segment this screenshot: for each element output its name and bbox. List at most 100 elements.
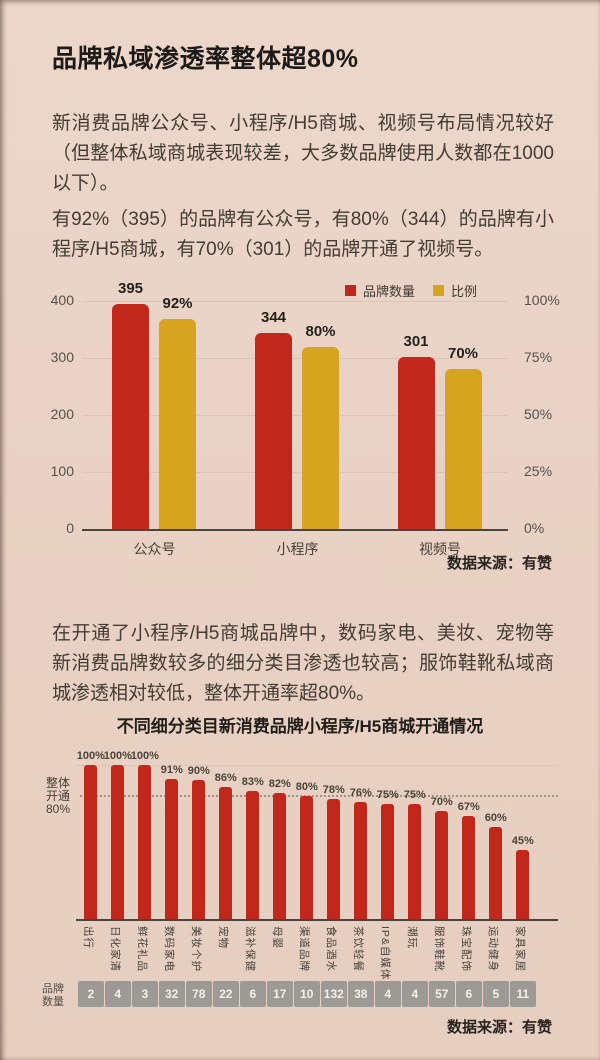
- chart2-value-label: 60%: [484, 811, 507, 824]
- chart2-bar: [165, 778, 179, 919]
- chart1-gridline: [82, 472, 508, 473]
- chart1-pct-label: 70%: [447, 345, 479, 363]
- chart1-value-label: 395: [117, 279, 144, 297]
- paragraph-category-analysis: 在开通了小程序/H5商城品牌中，数码家电、美妆、宠物等新消费品牌数较多的细分类目…: [52, 623, 554, 704]
- chart1-right-axis-tick: 25%: [524, 463, 553, 479]
- chart2-bar: [381, 803, 395, 919]
- legend-item-brand-count: 品牌数量: [345, 281, 415, 300]
- chart1-bar-brand-count: [397, 357, 435, 529]
- chart1-legend: 品牌数量 比例: [345, 281, 477, 300]
- chart2-value-label: 78%: [322, 783, 345, 796]
- chart2-value-label: 100%: [103, 750, 132, 762]
- chart2-category-label: 美妆个护: [190, 926, 203, 972]
- chart1-right-axis-tick: 0%: [524, 520, 545, 536]
- chart2-bar: [246, 791, 260, 919]
- chart2-brand-count-box: 2: [77, 981, 104, 1007]
- chart1-bar-ratio: [302, 346, 339, 529]
- chart2-80pct-reference-line: [80, 794, 558, 797]
- chart1-right-axis-tick: 50%: [524, 406, 553, 422]
- chart-platform-penetration: 品牌数量 比例 数据来源：有赞 0 0% 100 25% 200 50% 300 75% 400…: [0, 278, 600, 580]
- chart1-bar-brand-count: [112, 303, 149, 529]
- chart1-left-axis-tick: 300: [50, 349, 74, 365]
- chart2-value-label: 45%: [511, 834, 534, 847]
- chart2-bar: [192, 780, 206, 919]
- chart1-bar-ratio: [444, 369, 482, 529]
- chart-category-mall-adoption: 不同细分类目新消费品牌小程序/H5商城开通情况 整体 开通 80% 品牌 数量 …: [0, 700, 600, 1060]
- chart2-brand-count-box: 78: [185, 981, 212, 1007]
- chart1-bar-ratio: [159, 319, 196, 529]
- chart1-pct-label: 80%: [305, 322, 336, 340]
- chart2-brand-count-box: 17: [266, 981, 293, 1007]
- chart2-brand-count-box: 4: [104, 981, 131, 1007]
- chart2-category-label: 母婴: [271, 926, 284, 949]
- chart2-value-label: 100%: [76, 750, 105, 762]
- chart2-count-row-label: 品牌 数量: [42, 983, 64, 1008]
- chart1-value-label: 344: [260, 308, 287, 326]
- chart2-brand-count-box: 3: [131, 981, 158, 1007]
- chart2-category-label: 日化家清: [109, 926, 122, 972]
- chart2-value-label: 82%: [268, 777, 291, 790]
- chart2-top-gridline: [76, 765, 558, 766]
- legend-label-ratio: 比例: [451, 284, 478, 299]
- chart2-value-label: 67%: [457, 800, 480, 813]
- chart2-brand-count-box: 57: [428, 981, 455, 1007]
- chart2-value-label: 70%: [430, 796, 453, 809]
- chart2-value-label: 80%: [295, 780, 318, 793]
- chart2-bar: [489, 826, 503, 919]
- paragraph-penetration-stats: 有92%（395）的品牌有公众号，有80%（344）的品牌有小程序/H5商城，有…: [52, 209, 554, 260]
- chart1-pct-label: 92%: [162, 295, 193, 313]
- chart2-category-label: 服饰鞋靴: [433, 926, 446, 972]
- chart2-brand-count-box: 6: [239, 981, 266, 1007]
- chart1-gridline: [82, 301, 508, 302]
- chart2-bar: [111, 765, 125, 919]
- chart2-reference-label: 整体 开通 80%: [46, 776, 71, 816]
- chart2-value-label: 75%: [376, 788, 399, 801]
- paragraph-layout-overview: 新消费品牌公众号、小程序/H5商城、视频号布局情况较好（但整体私域商城表现较差，…: [52, 113, 554, 194]
- chart2-brand-count-box: 22: [212, 981, 239, 1007]
- chart2-value-label: 90%: [187, 765, 210, 778]
- chart2-value-label: 83%: [241, 776, 264, 789]
- chart1-bar-brand-count: [255, 332, 292, 529]
- chart2-category-label: 潮玩: [406, 926, 419, 949]
- chart2-category-label: 宠物: [217, 926, 230, 949]
- chart2-bar: [219, 786, 233, 919]
- chart2-bar: [327, 798, 341, 919]
- chart2-value-label: 86%: [214, 771, 237, 784]
- chart1-left-axis-tick: 0: [66, 520, 74, 536]
- chart2-brand-count-box: 11: [509, 981, 536, 1007]
- chart2-brand-count-box: 38: [347, 981, 374, 1007]
- chart2-bar: [516, 849, 530, 919]
- chart2-category-label: 数码家电: [163, 926, 176, 972]
- chart2-bar: [462, 815, 476, 919]
- chart2-bar: [435, 811, 449, 919]
- chart2-brand-count-box: 4: [374, 981, 401, 1007]
- chart1-right-axis-tick: 75%: [524, 349, 553, 365]
- legend-swatch-gold-icon: [433, 285, 445, 296]
- chart2-bar: [273, 792, 287, 919]
- chart2-bar: [84, 765, 98, 919]
- chart1-gridline: [82, 358, 508, 359]
- chart2-category-label: 滋补保健: [244, 926, 257, 972]
- chart2-category-label: 茶饮轻餐: [352, 926, 365, 972]
- chart2-bar: [408, 803, 422, 919]
- chart2-brand-count-box: 10: [293, 981, 320, 1007]
- chart2-brand-count-box: 6: [455, 981, 482, 1007]
- chart2-bar: [138, 765, 152, 919]
- chart2-data-source: 数据来源：有赞: [446, 1019, 552, 1036]
- chart2-category-label: 食品酒水: [325, 926, 338, 972]
- chart2-value-label: 100%: [130, 750, 159, 762]
- chart2-value-label: 75%: [403, 788, 426, 801]
- chart2-category-label: IP&自媒体: [379, 926, 392, 981]
- legend-label-brand-count: 品牌数量: [363, 284, 416, 299]
- chart1-x-axis-line: [82, 529, 508, 531]
- chart2-title: 不同细分类目新消费品牌小程序/H5商城开通情况: [116, 717, 484, 736]
- chart2-brand-count-box: 4: [401, 981, 428, 1007]
- chart2-category-label: 渠道品牌: [298, 926, 311, 972]
- chart2-category-label: 珠宝配饰: [460, 926, 473, 972]
- chart2-brand-count-box: 32: [158, 981, 185, 1007]
- chart1-category-label: 视频号: [419, 541, 461, 557]
- chart2-value-label: 76%: [349, 786, 372, 799]
- chart1-left-axis-tick: 100: [50, 463, 74, 479]
- chart1-data-source: 数据来源：有赞: [446, 555, 552, 572]
